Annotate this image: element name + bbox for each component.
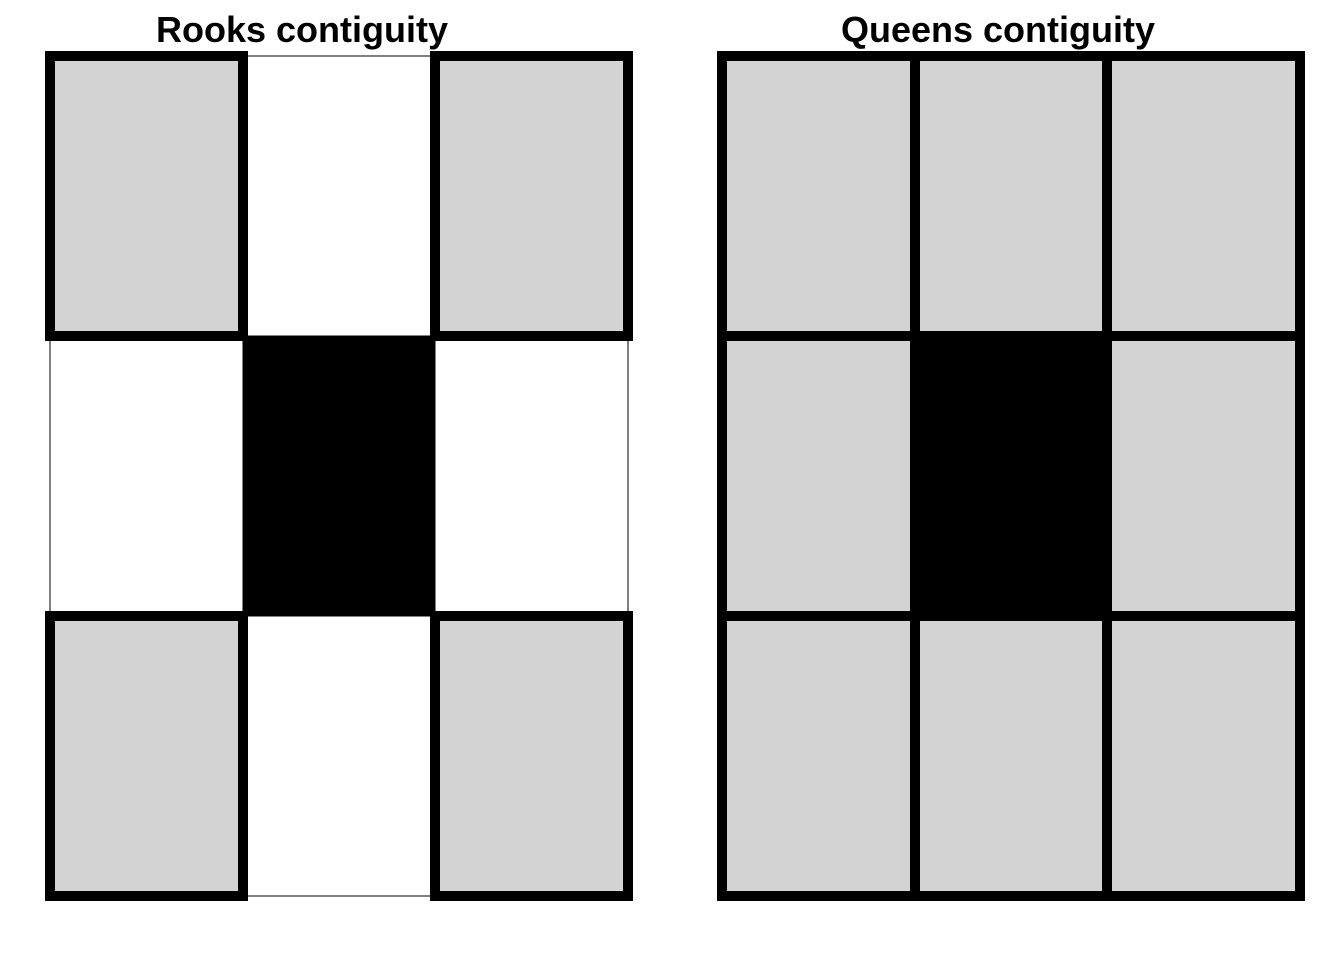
rooks-cell-middle-center-focal — [243, 336, 435, 616]
rooks-border-top-left — [45, 51, 248, 341]
rooks-border-bottom-right — [430, 611, 633, 901]
rooks-cell-top-left-neighbor — [50, 56, 243, 336]
queens-cell-top-left-neighbor — [722, 56, 915, 336]
queens-cell-middle-right-neighbor — [1107, 336, 1300, 616]
rooks-cell-top-center-empty — [242, 55, 436, 337]
queens-cell-top-center-neighbor — [915, 56, 1107, 336]
rooks-cell-bottom-right-neighbor — [435, 616, 628, 896]
rooks-cell-top-right-neighbor — [435, 56, 628, 336]
queens-cell-bottom-left-neighbor — [722, 616, 915, 896]
rooks-cell-middle-left-empty — [49, 335, 244, 617]
queens-cell-middle-center-focal — [915, 336, 1107, 616]
queens-panel-title: Queens contiguity — [840, 9, 1156, 50]
rooks-cell-middle-right-empty — [434, 335, 629, 617]
rooks-border-top-right — [430, 51, 633, 341]
rooks-border-bottom-left — [45, 611, 248, 901]
rooks-contiguity-grid — [45, 51, 633, 901]
queens-cell-middle-left-neighbor — [722, 336, 915, 616]
rooks-panel-title: Rooks contiguity — [155, 9, 448, 50]
queens-cell-top-right-neighbor — [1107, 56, 1300, 336]
queens-border-bottom-right — [1102, 611, 1305, 901]
queens-contiguity-grid — [717, 51, 1305, 901]
queens-cell-bottom-right-neighbor — [1107, 616, 1300, 896]
rooks-cell-bottom-center-empty — [242, 615, 436, 897]
queens-cell-bottom-center-neighbor — [915, 616, 1107, 896]
rooks-cell-bottom-left-neighbor — [50, 616, 243, 896]
